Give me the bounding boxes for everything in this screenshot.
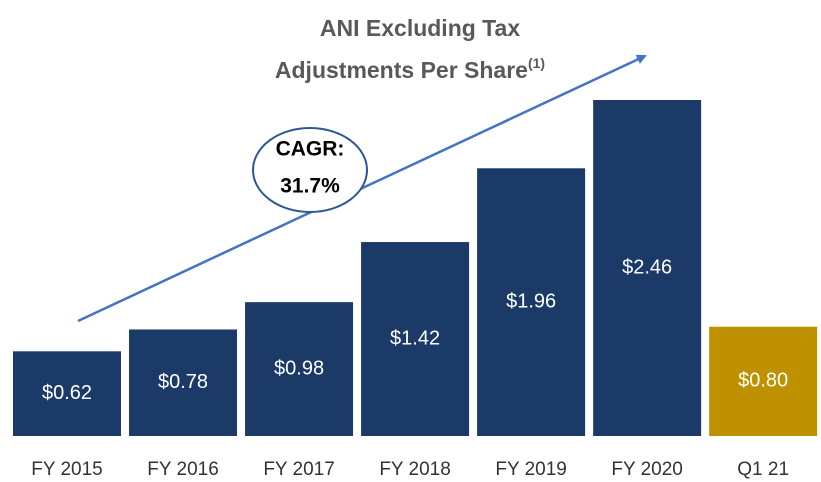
- x-tick-label: FY 2020: [611, 459, 682, 480]
- x-tick-label: FY 2016: [147, 459, 218, 480]
- bar: [361, 242, 470, 436]
- annotation: CAGR:: [276, 138, 345, 161]
- bar: [477, 168, 586, 437]
- annotation: 31.7%: [280, 175, 340, 198]
- bar: [593, 100, 702, 436]
- chart-title: Adjustments Per Share: [275, 57, 528, 83]
- bar: [709, 326, 818, 436]
- value-label: $0.98: [274, 357, 324, 379]
- x-tick-label: FY 2017: [263, 459, 334, 480]
- chart-title: ANI Excluding Tax: [320, 15, 520, 41]
- x-tick-label: FY 2019: [495, 459, 566, 480]
- bar: [245, 302, 354, 436]
- value-label: $0.78: [158, 371, 208, 393]
- bar: [13, 351, 121, 436]
- x-tick-label: Q1 21: [737, 459, 789, 480]
- cagr-bubble: [252, 127, 368, 213]
- chart-title: Adjustments Per Share(1): [275, 55, 545, 83]
- value-label: $1.42: [390, 327, 440, 349]
- value-label: $0.80: [738, 370, 788, 392]
- title-superscript: (1): [528, 55, 545, 71]
- value-label: $0.62: [42, 382, 92, 404]
- value-label: $1.96: [506, 290, 556, 312]
- x-tick-label: FY 2015: [31, 459, 102, 480]
- x-tick-label: FY 2018: [379, 459, 450, 480]
- value-label: $2.46: [622, 256, 672, 278]
- bar: [129, 329, 238, 436]
